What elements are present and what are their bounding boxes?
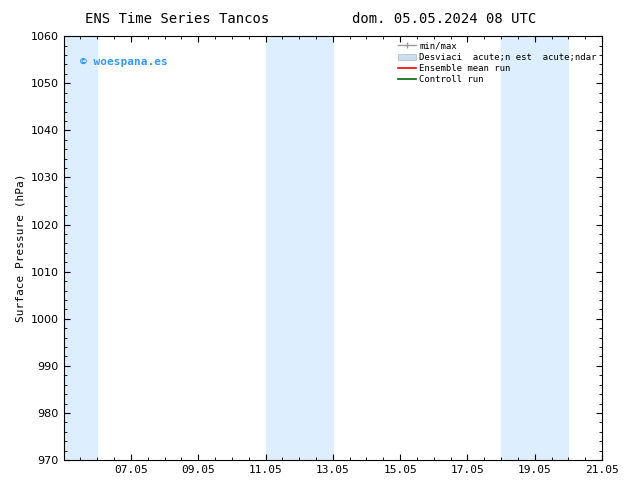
Text: dom. 05.05.2024 08 UTC: dom. 05.05.2024 08 UTC: [352, 12, 536, 26]
Text: ENS Time Series Tancos: ENS Time Series Tancos: [86, 12, 269, 26]
Bar: [63, 36, 97, 460]
Text: © woespana.es: © woespana.es: [80, 57, 167, 67]
Bar: [501, 36, 569, 460]
Bar: [266, 36, 333, 460]
Y-axis label: Surface Pressure (hPa): Surface Pressure (hPa): [15, 174, 25, 322]
Legend: min/max, Desviaci  acute;n est  acute;ndar, Ensemble mean run, Controll run: min/max, Desviaci acute;n est acute;ndar…: [394, 38, 600, 88]
